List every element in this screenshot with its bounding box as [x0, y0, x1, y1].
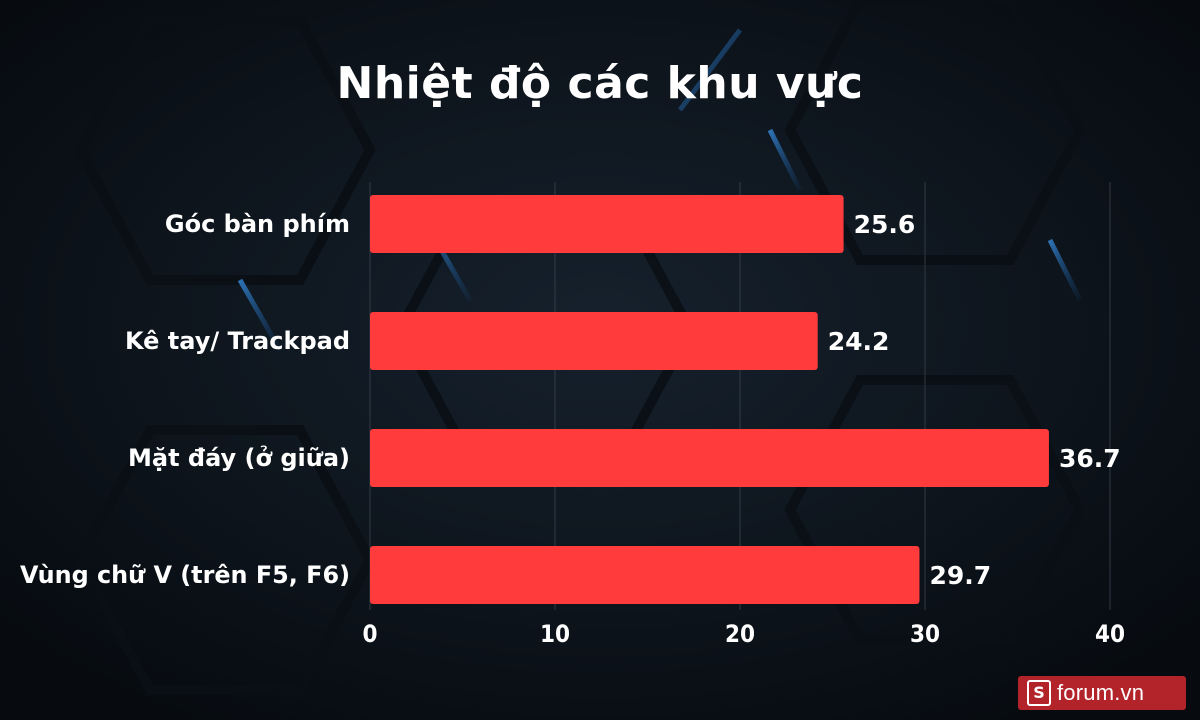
bar — [370, 429, 1049, 487]
grid-lines — [369, 182, 1111, 610]
x-tick-label: 40 — [1095, 620, 1125, 648]
data-label: 29.7 — [929, 561, 991, 590]
chart-title: Nhiệt độ các khu vực — [336, 58, 864, 109]
bars — [370, 195, 1049, 604]
watermark: S forum.vn — [1018, 676, 1186, 710]
watermark-text: forum.vn — [1057, 680, 1145, 705]
category-label: Góc bàn phím — [165, 210, 350, 238]
bar — [370, 546, 920, 604]
bar — [370, 195, 844, 253]
x-tick-label: 20 — [725, 620, 755, 648]
category-label: Vùng chữ V (trên F5, F6) — [20, 561, 350, 589]
x-tick-label: 10 — [540, 620, 570, 648]
x-tick-label: 30 — [910, 620, 940, 648]
data-label: 25.6 — [854, 210, 916, 239]
data-label: 24.2 — [828, 327, 890, 356]
watermark-logo-icon: S — [1027, 680, 1051, 706]
category-label: Mặt đáy (ở giữa) — [128, 444, 350, 472]
labels: 0 10 20 30 40 Góc bàn phím 25.6 Kê tay/ Trackpa… — [20, 210, 1125, 648]
category-label: Kê tay/ Trackpad — [125, 327, 350, 355]
x-tick-label: 0 — [362, 620, 377, 648]
bar — [370, 312, 818, 370]
data-label: 36.7 — [1059, 444, 1121, 473]
